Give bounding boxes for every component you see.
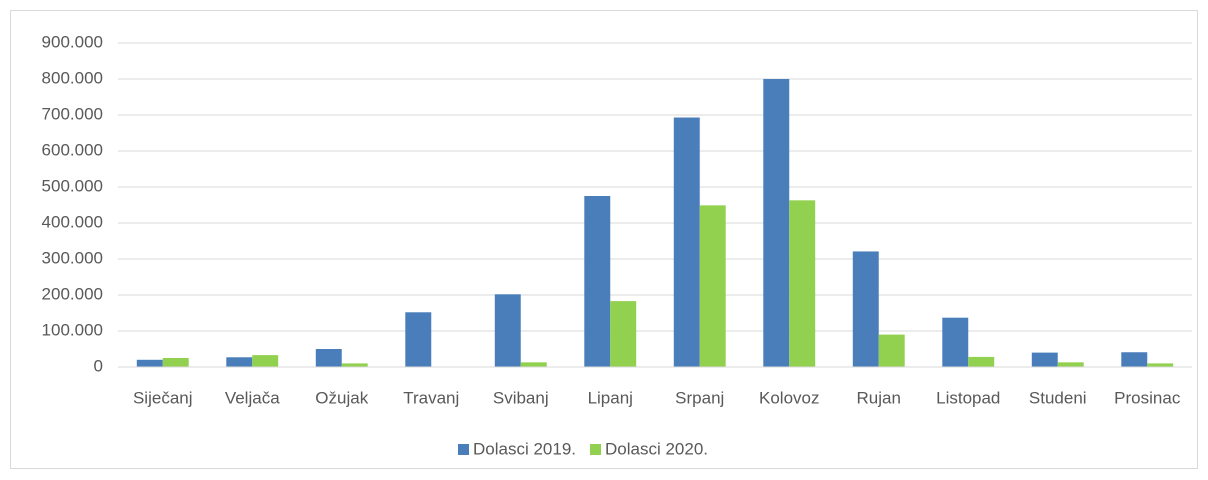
y-tick-label: 200.000 <box>42 284 103 303</box>
x-tick-label: Rujan <box>857 388 901 407</box>
x-tick-label: Studeni <box>1029 388 1087 407</box>
x-tick-label: Siječanj <box>133 388 193 407</box>
y-tick-label: 900.000 <box>42 32 103 51</box>
bar <box>763 79 790 367</box>
bar <box>942 317 969 367</box>
x-tick-label: Srpanj <box>675 388 724 407</box>
bar <box>584 196 611 367</box>
bar <box>494 294 521 367</box>
x-tick-label: Kolovoz <box>759 388 819 407</box>
bar <box>252 355 279 367</box>
x-tick-label: Svibanj <box>493 388 549 407</box>
bar <box>1057 362 1084 367</box>
bar <box>1147 363 1174 367</box>
bar <box>878 334 905 367</box>
bar <box>968 356 995 367</box>
y-tick-label: 700.000 <box>42 104 103 123</box>
legend-label: Dolasci 2020. <box>605 439 708 458</box>
bar <box>1121 352 1148 367</box>
y-tick-label: 300.000 <box>42 248 103 267</box>
bar <box>405 312 432 367</box>
y-tick-label: 400.000 <box>42 212 103 231</box>
y-tick-label: 800.000 <box>42 68 103 87</box>
y-tick-label: 100.000 <box>42 320 103 339</box>
x-tick-label: Prosinac <box>1114 388 1181 407</box>
x-tick-label: Listopad <box>936 388 1000 407</box>
bar <box>226 357 253 367</box>
bar <box>1031 352 1058 367</box>
bar <box>789 200 816 367</box>
bar <box>852 251 879 367</box>
x-tick-label: Veljača <box>225 388 280 407</box>
bar <box>162 358 189 367</box>
bar <box>315 349 342 367</box>
bar <box>341 363 368 367</box>
x-tick-label: Ožujak <box>315 388 368 407</box>
legend-label: Dolasci 2019. <box>473 439 576 458</box>
bar <box>520 362 547 367</box>
x-tick-label: Lipanj <box>588 388 633 407</box>
bar <box>136 359 163 367</box>
y-tick-label: 500.000 <box>42 176 103 195</box>
legend-swatch <box>458 444 469 455</box>
y-tick-label: 600.000 <box>42 140 103 159</box>
y-tick-label: 0 <box>94 356 103 375</box>
x-tick-label: Travanj <box>403 388 459 407</box>
legend-swatch <box>590 444 602 455</box>
bar <box>610 301 637 367</box>
bar <box>699 205 726 367</box>
bar <box>673 117 700 368</box>
